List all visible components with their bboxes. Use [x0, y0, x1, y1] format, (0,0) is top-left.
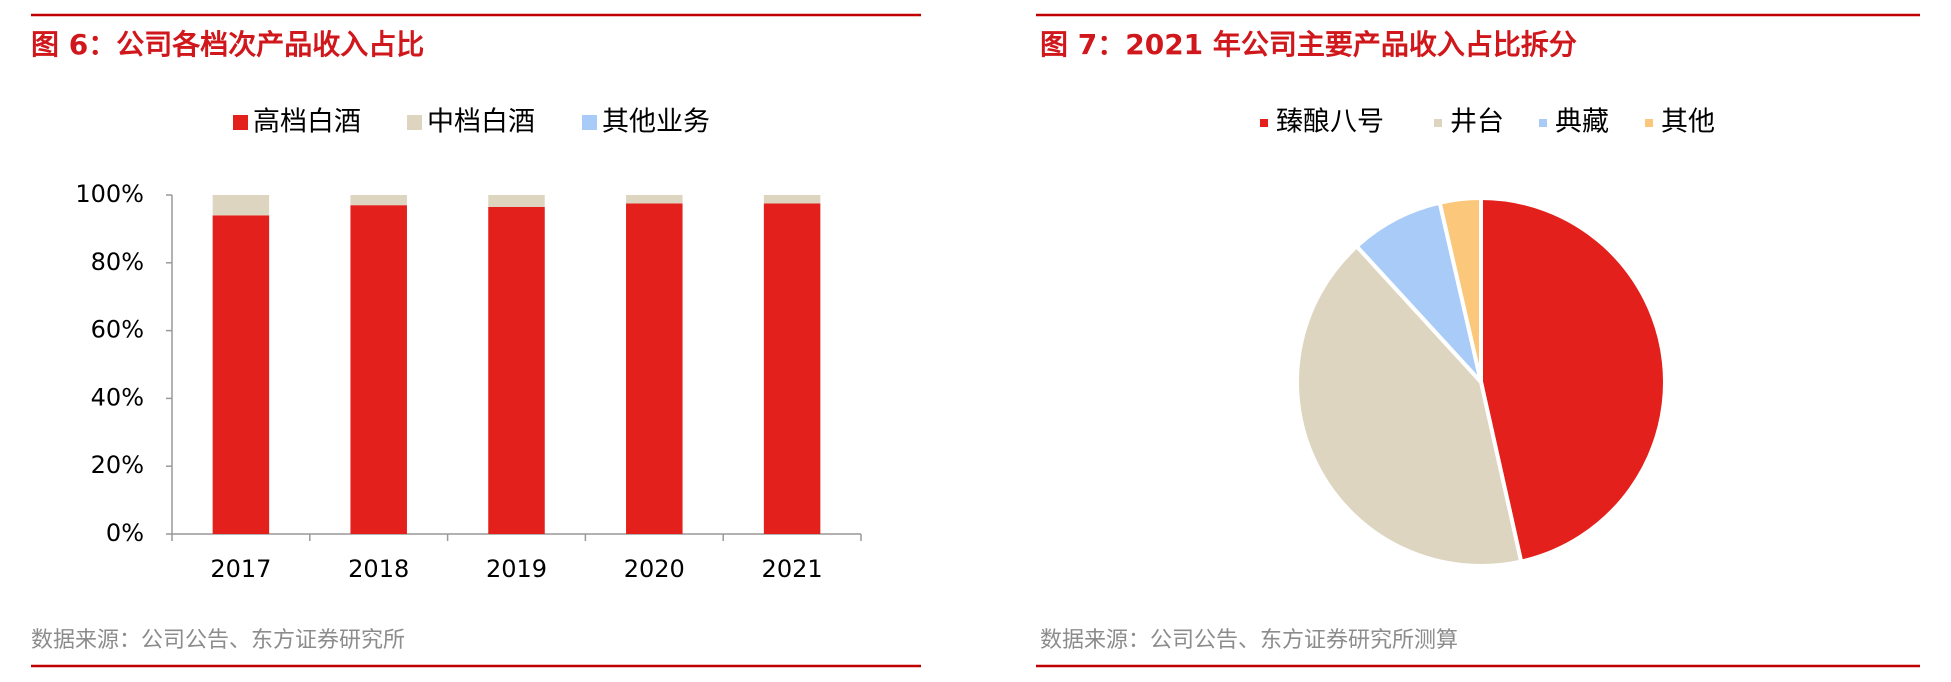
y-tick-label: 40%	[91, 383, 144, 411]
x-tick-label: 2021	[762, 555, 823, 583]
legend-label: 其他业务	[602, 107, 710, 138]
legend-label: 中档白酒	[427, 107, 535, 138]
pie-slice	[1295, 243, 1524, 568]
y-tick-label: 20%	[91, 451, 144, 479]
chart-title: 图 7：2021 年公司主要产品收入占比拆分	[1040, 28, 1577, 61]
x-tick-label: 2020	[624, 555, 685, 583]
bar-segment	[212, 215, 270, 534]
source: 数据来源：公司公告、东方证券研究所	[31, 628, 405, 653]
legend-swatch	[1260, 119, 1268, 127]
pie-slice	[1437, 195, 1483, 383]
y-tick-label: 100%	[75, 180, 144, 208]
x-tick-label: 2017	[210, 555, 271, 583]
legend-swatch	[233, 115, 248, 130]
bar-segment	[763, 195, 821, 204]
bar-segment	[626, 203, 683, 534]
legend-swatch	[1539, 119, 1547, 127]
y-tick-label: 80%	[91, 248, 144, 276]
legend-label: 井台	[1450, 107, 1504, 138]
legend-swatch	[1434, 119, 1442, 127]
y-tick-label: 60%	[91, 316, 144, 344]
bar-segment	[212, 195, 270, 216]
legend-label: 其他	[1661, 107, 1715, 138]
x-tick-label: 2018	[348, 555, 409, 583]
x-tick-label: 2019	[486, 555, 547, 583]
chart-title: 图 6：公司各档次产品收入占比	[31, 28, 424, 61]
y-tick-label: 0%	[106, 519, 144, 547]
legend-swatch	[1645, 119, 1653, 127]
bar-segment	[488, 206, 545, 535]
bar-segment	[763, 203, 821, 534]
legend-label: 高档白酒	[253, 107, 361, 138]
legend-label: 臻酿八号	[1276, 107, 1384, 138]
legend-swatch	[582, 115, 597, 130]
bar-segment	[350, 195, 407, 206]
bar-segment	[350, 205, 407, 535]
source: 数据来源：公司公告、东方证券研究所测算	[1040, 628, 1458, 653]
legend-swatch	[407, 115, 422, 130]
bar-segment	[626, 195, 683, 204]
bar-segment	[488, 195, 545, 207]
pie-slice	[1479, 195, 1667, 564]
legend-label: 典藏	[1555, 107, 1609, 138]
